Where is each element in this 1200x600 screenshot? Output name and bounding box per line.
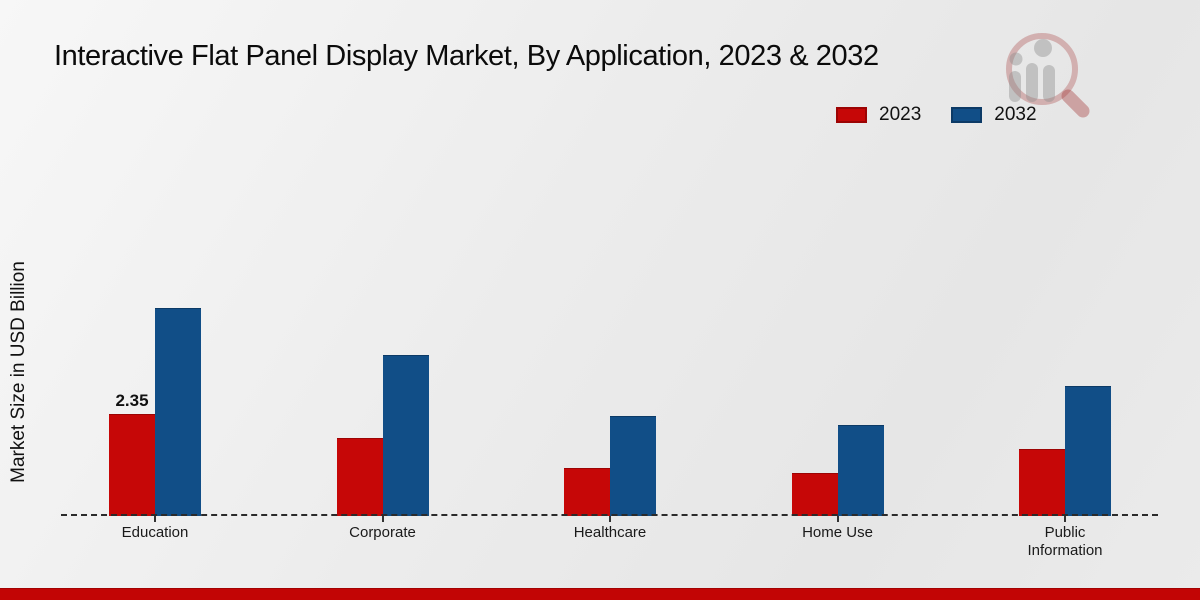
y-axis-label: Market Size in USD Billion <box>8 261 29 483</box>
x-tick <box>381 516 384 522</box>
magnifier-bar-chart-logo-icon <box>1006 33 1090 118</box>
legend-item-2032: 2032 <box>951 104 1037 126</box>
x-tick <box>1064 516 1066 522</box>
bar-2032-healthcare <box>610 416 656 516</box>
bar-2023-healthcare <box>564 468 610 516</box>
x-axis-baseline <box>61 514 1158 516</box>
legend: 2023 2032 <box>836 104 1037 126</box>
x-category-label: Public Information <box>1027 524 1103 559</box>
footer-accent-bar <box>0 588 1200 600</box>
legend-label-2023: 2023 <box>879 104 922 125</box>
x-category-label: Education <box>121 524 189 541</box>
bar-2032-public-information <box>1065 385 1111 516</box>
legend-swatch-2032 <box>951 107 983 123</box>
legend-item-2023: 2023 <box>836 104 921 126</box>
x-category-label: Healthcare <box>573 524 647 541</box>
bar-value-label: 2.35 <box>115 391 149 410</box>
x-category-label: Home Use <box>802 524 873 541</box>
x-tick <box>154 516 156 522</box>
chart-title: Interactive Flat Panel Display Market, B… <box>54 40 879 72</box>
x-tick <box>836 516 839 522</box>
bar-2023-corporate <box>336 437 383 516</box>
legend-swatch-2023 <box>836 107 867 123</box>
bar-2032-corporate <box>382 355 429 516</box>
x-tick <box>609 516 611 522</box>
bar-2032-education <box>155 307 201 516</box>
bar-2023-home-use <box>791 472 838 516</box>
bar-2032-home-use <box>837 424 884 516</box>
bar-2023-public-information <box>1019 448 1065 516</box>
legend-label-2032: 2032 <box>994 104 1037 125</box>
bar-2023-education <box>109 414 155 516</box>
x-category-label: Corporate <box>349 524 416 541</box>
